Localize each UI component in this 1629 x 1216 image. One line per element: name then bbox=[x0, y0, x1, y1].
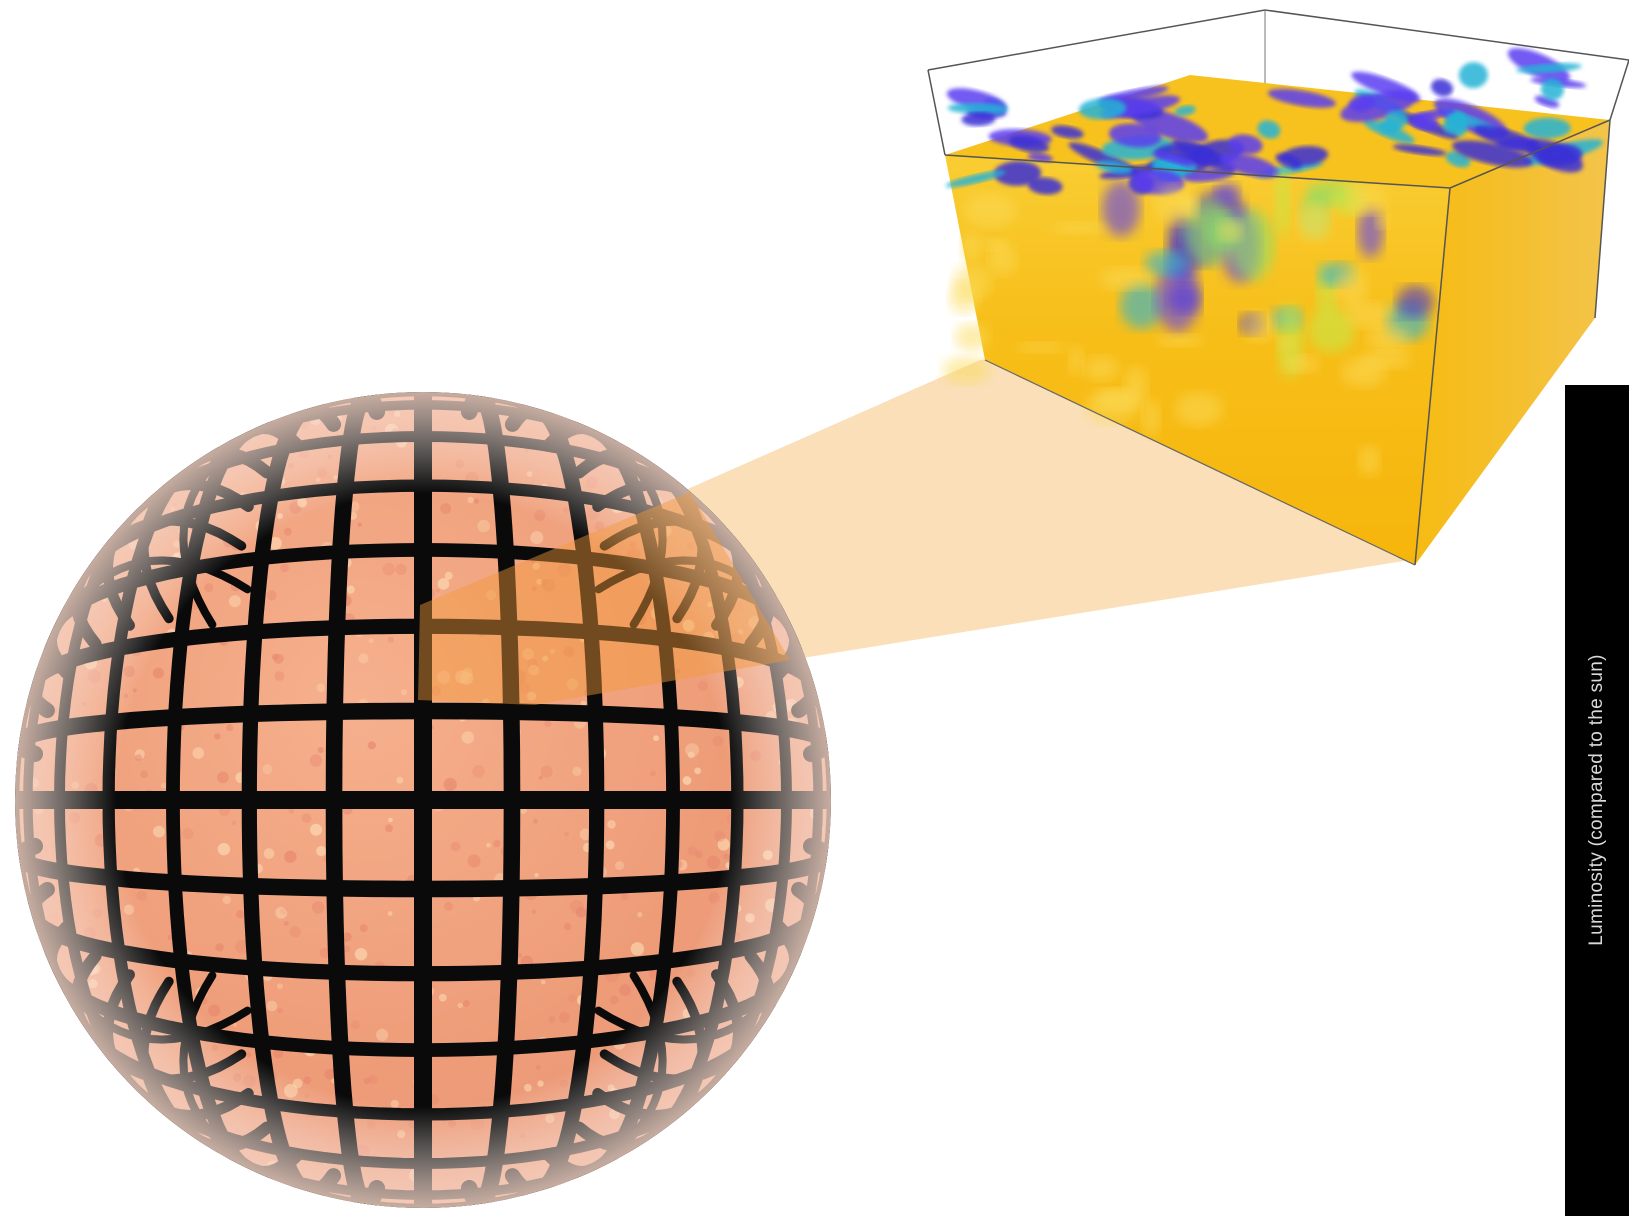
cool-downflow-lane bbox=[993, 160, 1042, 186]
warm-upflow-swirl bbox=[1217, 219, 1243, 242]
luminosity-axis-label: Luminosity (compared to the sun) bbox=[1586, 654, 1607, 946]
cool-downflow-lane bbox=[1526, 139, 1584, 173]
warm-upflow-swirl bbox=[954, 323, 990, 352]
sinking-plume bbox=[1230, 209, 1275, 280]
cool-downflow-lane bbox=[1431, 79, 1453, 97]
warm-upflow-swirl bbox=[1346, 302, 1393, 329]
warm-upflow-swirl bbox=[1085, 390, 1139, 424]
cool-downflow-lane bbox=[1523, 117, 1571, 139]
side-panel bbox=[1565, 385, 1629, 1216]
cool-downflow-lane bbox=[1458, 62, 1488, 89]
cool-downflow-lane bbox=[1095, 160, 1133, 174]
box-front-face bbox=[945, 155, 1450, 565]
warm-upflow-swirl bbox=[1156, 334, 1203, 347]
cool-downflow-lane bbox=[1108, 123, 1162, 148]
warm-upflow-swirl bbox=[961, 233, 982, 262]
box-right-face bbox=[1415, 120, 1610, 565]
cool-downflow-lane bbox=[1078, 98, 1127, 120]
cool-downflow-lane bbox=[945, 170, 1006, 188]
highlighted-surface-patch bbox=[418, 492, 790, 705]
sinking-plume bbox=[1155, 262, 1200, 332]
cool-downflow-lane bbox=[1392, 144, 1447, 156]
warm-upflow-swirl bbox=[1335, 267, 1368, 308]
star-sphere bbox=[15, 392, 831, 1208]
cool-downflow-lane bbox=[1027, 152, 1053, 163]
sinking-plume bbox=[1102, 180, 1141, 237]
warm-upflow-swirl bbox=[1174, 392, 1223, 426]
convection-simulation-box bbox=[927, 9, 1629, 566]
warm-upflow-swirl bbox=[1367, 324, 1410, 352]
cool-downflow-lane bbox=[1442, 114, 1467, 135]
warm-upflow-swirl bbox=[1341, 357, 1386, 388]
cool-downflow-lane bbox=[1151, 151, 1195, 166]
warm-upflow-swirl bbox=[1283, 354, 1319, 373]
sinking-plume bbox=[1396, 285, 1434, 318]
cool-downflow-lane bbox=[1385, 110, 1408, 130]
cool-downflow-lane bbox=[1172, 139, 1236, 172]
warm-upflow-swirl bbox=[1016, 342, 1065, 353]
cool-downflow-lane bbox=[1051, 125, 1084, 139]
warm-upflow-swirl bbox=[1141, 398, 1160, 437]
warm-upflow-swirl bbox=[987, 244, 1017, 276]
warm-upflow-swirl bbox=[1084, 356, 1119, 381]
convection-flow-structures bbox=[942, 48, 1603, 476]
warm-upflow-swirl bbox=[942, 356, 991, 385]
cool-downflow-lane bbox=[1267, 88, 1336, 108]
warm-upflow-swirl bbox=[1278, 337, 1295, 352]
warm-upflow-swirl bbox=[1154, 185, 1197, 225]
cool-downflow-lane bbox=[1516, 63, 1582, 74]
cool-downflow-lane bbox=[1534, 95, 1560, 108]
sinking-plume bbox=[1274, 166, 1291, 238]
cool-downflow-lane bbox=[1027, 177, 1063, 195]
warm-upflow-swirl bbox=[1348, 193, 1388, 215]
cool-downflow-lane bbox=[1228, 134, 1263, 155]
sinking-plume bbox=[1183, 200, 1236, 267]
cool-downflow-lane bbox=[1410, 113, 1439, 131]
warm-upflow-swirl bbox=[1051, 222, 1107, 234]
cool-downflow-lane bbox=[1340, 90, 1417, 122]
cool-downflow-lane bbox=[1220, 153, 1280, 178]
warm-upflow-swirl bbox=[1297, 203, 1331, 242]
warm-upflow-swirl bbox=[1358, 445, 1380, 476]
cool-downflow-lane bbox=[1008, 135, 1050, 153]
cool-downflow-lane bbox=[1540, 78, 1564, 101]
warm-upflow-swirl bbox=[963, 193, 1017, 228]
cool-downflow-lane bbox=[1349, 94, 1375, 112]
warm-upflow-swirl bbox=[1244, 311, 1275, 342]
cool-downflow-lane bbox=[1257, 120, 1281, 139]
warm-upflow-swirl bbox=[1099, 267, 1153, 290]
warm-upflow-swirl bbox=[1345, 184, 1387, 196]
cool-downflow-lane bbox=[1174, 105, 1196, 116]
warm-upflow-swirl bbox=[1069, 346, 1084, 375]
sinking-plume bbox=[1308, 308, 1355, 353]
warm-upflow-swirl bbox=[949, 281, 980, 314]
cool-downflow-lane bbox=[1280, 146, 1329, 166]
sinking-plume bbox=[1214, 182, 1240, 205]
sinking-plume bbox=[1144, 250, 1188, 277]
cool-downflow-lane bbox=[947, 102, 1009, 114]
sinking-plume bbox=[1120, 282, 1163, 329]
cool-downflow-lane bbox=[1363, 119, 1415, 144]
cool-downflow-lane bbox=[961, 112, 996, 127]
warm-upflow-swirl bbox=[1375, 216, 1390, 229]
